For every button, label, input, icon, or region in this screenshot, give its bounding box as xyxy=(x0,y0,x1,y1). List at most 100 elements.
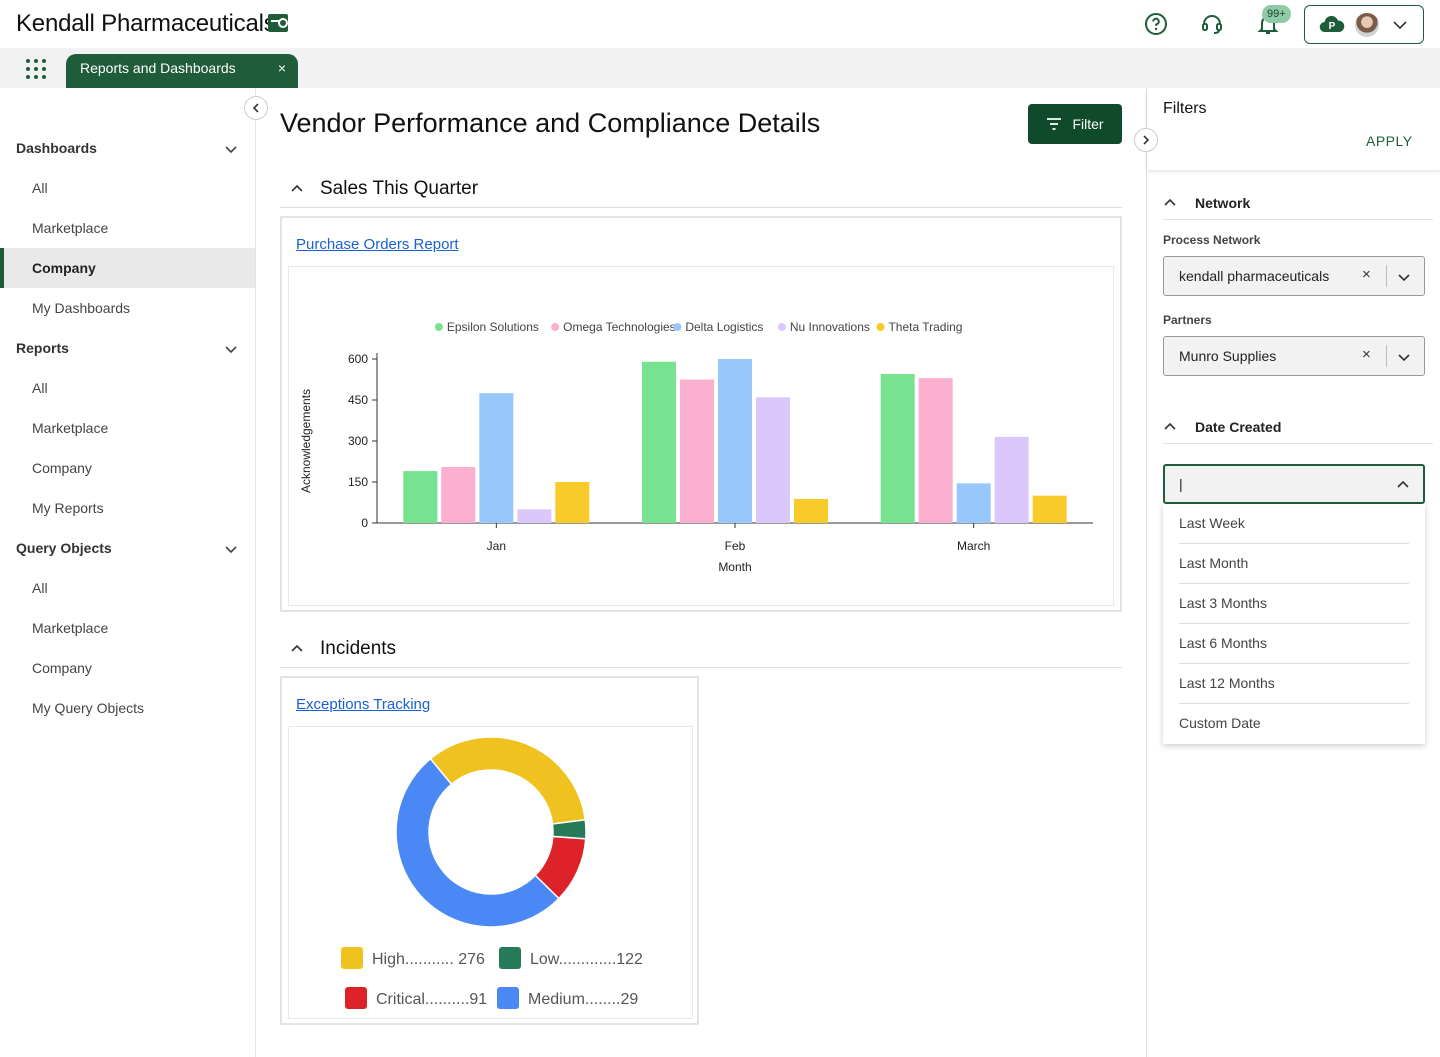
nav-group-reports[interactable]: Reports xyxy=(16,340,240,356)
date-created-input[interactable]: | xyxy=(1163,464,1425,504)
user-initial: P xyxy=(1329,21,1336,32)
section-title: Sales This Quarter xyxy=(320,178,479,199)
sidebar-item-reports-all[interactable]: All xyxy=(32,380,48,396)
sidebar-item-query-marketplace[interactable]: Marketplace xyxy=(32,620,109,636)
bar xyxy=(994,436,1029,523)
help-icon[interactable] xyxy=(1144,12,1168,36)
nav-group-label: Reports xyxy=(16,340,69,356)
donut-slice xyxy=(551,818,587,840)
chevron-up-icon[interactable] xyxy=(1395,477,1411,496)
date-option-last-week[interactable]: Last Week xyxy=(1179,504,1409,544)
chevron-down-icon xyxy=(224,542,238,559)
section-title: Incidents xyxy=(320,638,397,659)
notifications-badge: 99+ xyxy=(1262,5,1291,23)
tab-reports-and-dashboards[interactable]: Reports and Dashboards × xyxy=(66,54,298,88)
section-incidents[interactable]: Incidents xyxy=(280,636,1122,668)
tab-label: Reports and Dashboards xyxy=(80,60,236,76)
date-option-last-6-months[interactable]: Last 6 Months xyxy=(1179,624,1409,664)
clear-icon[interactable]: × xyxy=(1362,346,1371,363)
left-sidebar: Dashboards All Marketplace Company My Da… xyxy=(0,88,256,1057)
date-option-last-12-months[interactable]: Last 12 Months xyxy=(1179,664,1409,704)
date-option-last-month[interactable]: Last Month xyxy=(1179,544,1409,584)
user-menu-button[interactable]: P xyxy=(1304,5,1424,44)
filter-section-date-created[interactable]: Date Created xyxy=(1163,412,1433,444)
chevron-up-icon xyxy=(290,642,304,661)
chevron-down-icon xyxy=(1391,16,1409,39)
sidebar-item-query-company[interactable]: Company xyxy=(32,660,92,676)
donut-container: High........... 276 Low.............122 Cr… xyxy=(288,726,693,1019)
sidebar-item-dashboards-company[interactable]: Company xyxy=(0,248,255,288)
y-tick-label: 0 xyxy=(361,516,368,530)
legend-label: Medium........29 xyxy=(528,991,638,1008)
y-axis-label: Acknowledgements xyxy=(299,389,313,493)
collapse-sidebar-button[interactable] xyxy=(244,96,268,120)
x-axis-label: Month xyxy=(718,560,751,574)
legend-swatch xyxy=(499,947,521,969)
switch-icon[interactable] xyxy=(268,14,288,32)
partners-select[interactable]: Munro Supplies × xyxy=(1163,336,1425,376)
sidebar-item-dashboards-all[interactable]: All xyxy=(32,180,48,196)
sidebar-item-my-query-objects[interactable]: My Query Objects xyxy=(32,700,145,716)
chevron-right-icon xyxy=(1143,135,1150,145)
tab-strip: Reports and Dashboards × xyxy=(0,48,1440,88)
chevron-up-icon xyxy=(1163,420,1177,439)
exceptions-tracking-link[interactable]: Exceptions Tracking xyxy=(296,696,431,713)
chart-container: Epsilon Solutions Omega Technologies Delta… xyxy=(288,266,1114,606)
nav-group-dashboards[interactable]: Dashboards xyxy=(16,140,240,156)
filters-title: Filters xyxy=(1163,100,1207,117)
legend-item: Critical..........91 xyxy=(345,987,487,1009)
bar xyxy=(956,483,991,523)
process-network-select[interactable]: kendall pharmaceuticals × xyxy=(1163,256,1425,296)
x-tick-label: March xyxy=(957,539,990,553)
tab-close-icon[interactable]: × xyxy=(277,60,286,76)
legend-item: High........... 276 xyxy=(341,947,485,969)
process-network-value: kendall pharmaceuticals xyxy=(1179,268,1330,284)
date-option-last-3-months[interactable]: Last 3 Months xyxy=(1179,584,1409,624)
chevron-down-icon[interactable] xyxy=(1396,349,1412,368)
purchase-orders-card: Purchase Orders Report Epsilon Solutions… xyxy=(280,216,1122,612)
bar xyxy=(441,466,476,523)
legend-swatch xyxy=(497,987,519,1009)
date-option-custom-date[interactable]: Custom Date xyxy=(1179,715,1261,731)
donut-slice xyxy=(395,757,560,928)
bar xyxy=(918,378,953,523)
filter-section-label: Network xyxy=(1195,195,1251,211)
chevron-down-icon[interactable] xyxy=(1396,269,1412,288)
legend-swatch xyxy=(777,323,786,331)
legend-swatch xyxy=(876,323,885,331)
legend-item: Low.............122 xyxy=(499,947,643,969)
date-options-dropdown: Last Week Last Month Last 3 Months Last … xyxy=(1163,504,1425,744)
x-tick-label: Jan xyxy=(487,539,506,553)
apply-button[interactable]: APPLY xyxy=(1366,133,1413,149)
app-grid-icon[interactable] xyxy=(26,59,46,79)
legend-label: Omega Technologies xyxy=(563,320,676,334)
partners-value: Munro Supplies xyxy=(1179,348,1277,364)
filter-button[interactable]: Filter xyxy=(1028,104,1122,144)
sidebar-item-my-dashboards[interactable]: My Dashboards xyxy=(32,300,131,316)
sidebar-item-dashboards-marketplace[interactable]: Marketplace xyxy=(32,220,109,236)
sidebar-item-reports-company[interactable]: Company xyxy=(32,460,92,476)
sidebar-item-my-reports[interactable]: My Reports xyxy=(32,500,104,516)
purchase-orders-report-link[interactable]: Purchase Orders Report xyxy=(296,236,459,253)
collapse-filters-button[interactable] xyxy=(1134,128,1158,152)
legend-label: Low.............122 xyxy=(530,951,643,968)
filter-section-label: Date Created xyxy=(1195,419,1282,435)
nav-group-query-objects[interactable]: Query Objects xyxy=(16,540,240,556)
chevron-left-icon xyxy=(252,103,259,113)
process-network-label: Process Network xyxy=(1163,233,1261,247)
bar xyxy=(680,379,714,523)
clear-icon[interactable]: × xyxy=(1362,266,1371,283)
sidebar-item-reports-marketplace[interactable]: Marketplace xyxy=(32,420,109,436)
section-sales-this-quarter[interactable]: Sales This Quarter xyxy=(280,176,1122,208)
legend-item: Delta Logistics xyxy=(673,320,763,334)
chevron-down-icon xyxy=(224,342,238,359)
sidebar-item-query-all[interactable]: All xyxy=(32,580,48,596)
filter-section-network[interactable]: Network xyxy=(1163,188,1433,220)
support-headset-icon[interactable] xyxy=(1200,12,1224,36)
y-tick-label: 600 xyxy=(348,352,368,366)
legend-label: High........... 276 xyxy=(372,951,485,968)
bar xyxy=(794,498,828,523)
filters-header: Filters APPLY xyxy=(1147,88,1440,170)
bar xyxy=(880,374,915,523)
bar xyxy=(555,482,590,523)
